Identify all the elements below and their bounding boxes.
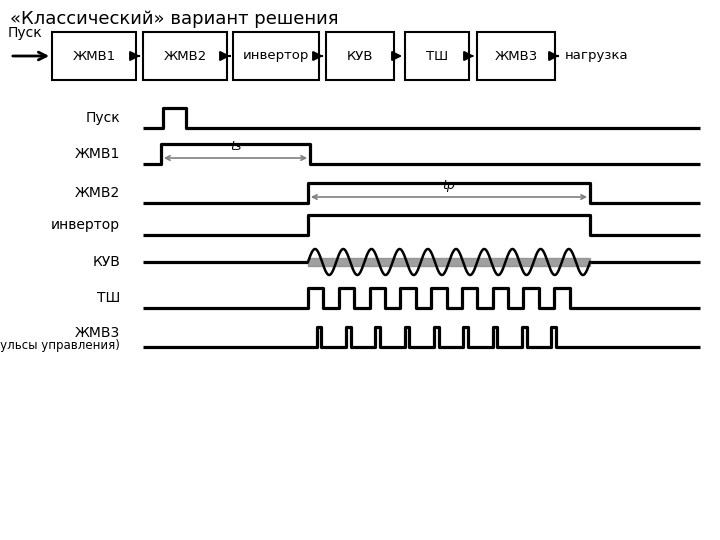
Text: нагрузка: нагрузка [565, 50, 629, 63]
FancyBboxPatch shape [143, 32, 227, 80]
Text: tз: tз [230, 140, 241, 153]
Text: ЖМВ3: ЖМВ3 [75, 326, 120, 340]
Text: КУВ: КУВ [347, 50, 373, 63]
Text: инвертор: инвертор [51, 218, 120, 232]
FancyBboxPatch shape [233, 32, 319, 80]
Text: ТШ: ТШ [96, 291, 120, 305]
Text: ТШ: ТШ [426, 50, 448, 63]
Text: «Классический» вариант решения: «Классический» вариант решения [10, 10, 338, 28]
Text: ЖМВ3: ЖМВ3 [495, 50, 538, 63]
Text: ЖМВ1: ЖМВ1 [73, 50, 116, 63]
Text: ЖМВ2: ЖМВ2 [75, 186, 120, 200]
Text: ЖМВ2: ЖМВ2 [163, 50, 207, 63]
Text: tр: tр [443, 179, 455, 192]
Text: Пуск: Пуск [8, 26, 42, 40]
Text: Пуск: Пуск [85, 111, 120, 125]
Text: (импульсы управления): (импульсы управления) [0, 340, 120, 353]
Text: КУВ: КУВ [92, 255, 120, 269]
Bar [308, 258, 590, 266]
Text: ЖМВ1: ЖМВ1 [75, 147, 120, 161]
FancyBboxPatch shape [405, 32, 469, 80]
Text: инвертор: инвертор [243, 50, 309, 63]
FancyBboxPatch shape [477, 32, 555, 80]
FancyBboxPatch shape [326, 32, 394, 80]
FancyBboxPatch shape [52, 32, 136, 80]
